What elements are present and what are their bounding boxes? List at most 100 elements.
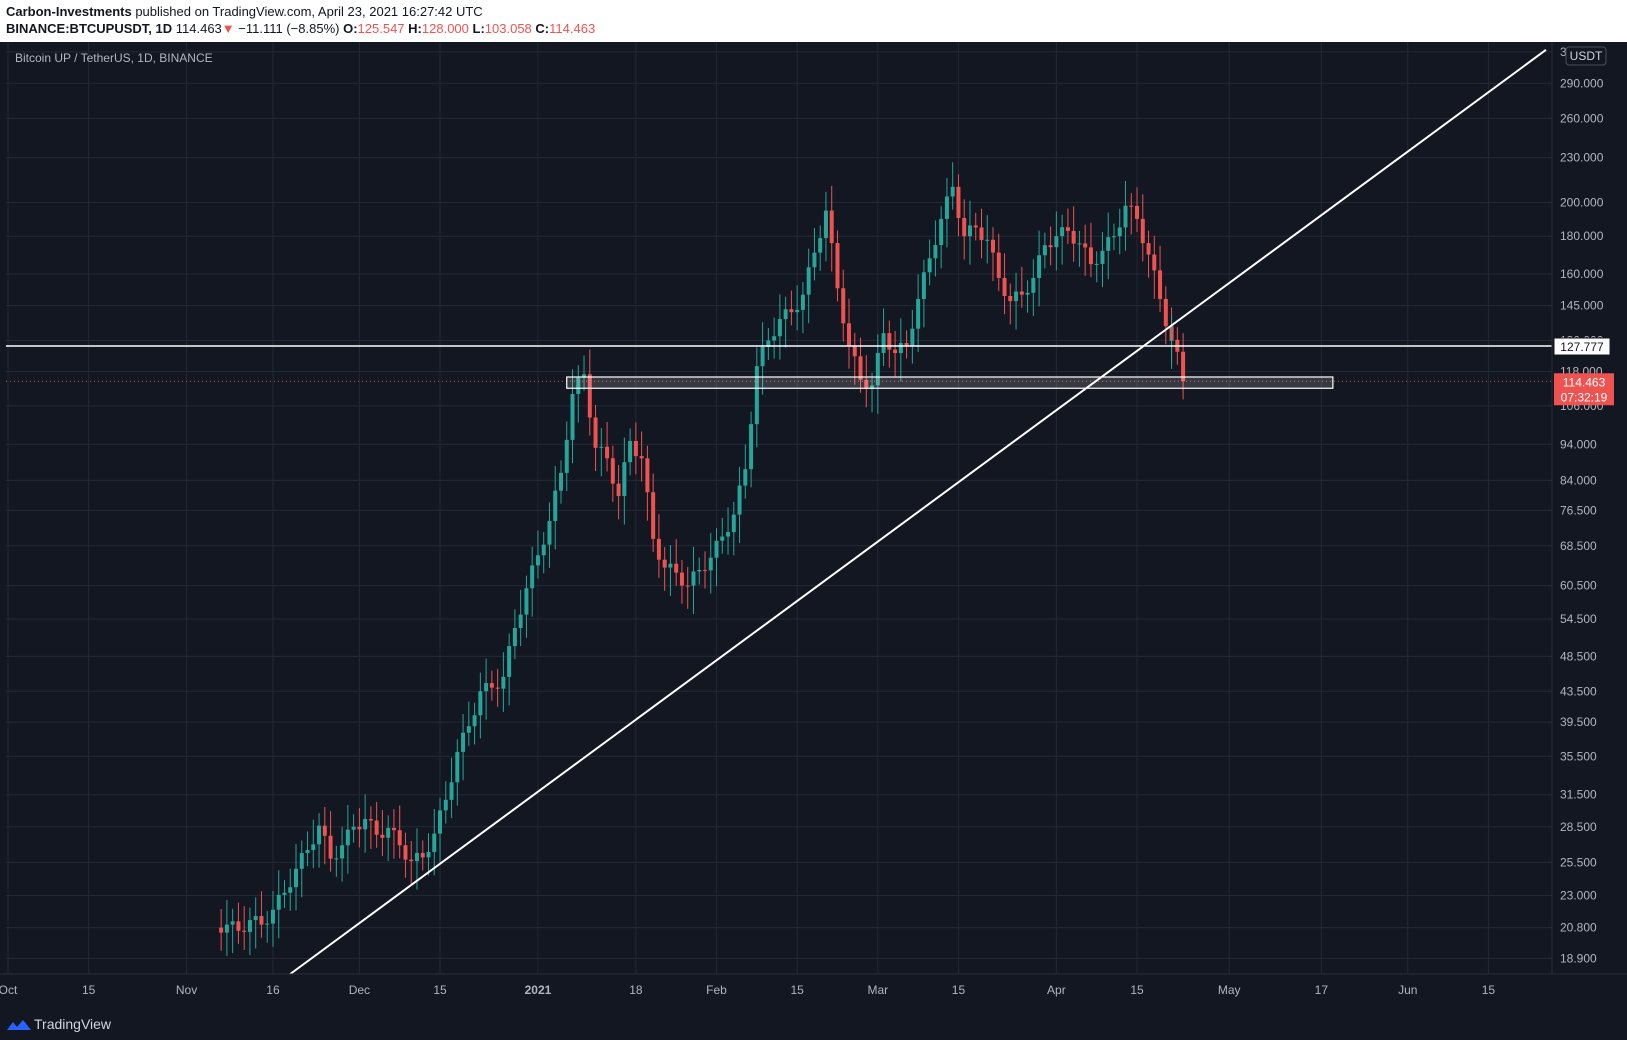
level-price-badge-label: 127.777 [1560,340,1604,354]
candle-body [633,440,638,457]
low-value: 103.058 [484,21,532,36]
x-tick-label: Dec [349,983,370,997]
candle-body [270,909,275,924]
candle-body [783,309,788,320]
candle-body [305,850,310,854]
candle-body [368,818,373,821]
candle-body [1065,227,1070,231]
candle-body [979,227,984,241]
candle-body [484,683,489,692]
chart-background [0,42,1627,1010]
candle-body [391,827,396,831]
candle-body [582,374,587,378]
candle-body [743,469,748,486]
candle-body [985,239,990,241]
price-chart[interactable]: 18.900 20.800 23.000 25.500 28.500 31.500 35.5… [0,42,1627,1010]
candle-body [967,225,972,237]
candle-body [616,483,621,497]
x-tick-label: 18 [629,983,643,997]
high-value: 128.000 [421,21,469,36]
candle-body [835,243,840,289]
candle-body [449,782,454,800]
candle-body [1117,227,1122,237]
x-tick-label: Apr [1047,983,1066,997]
candle-body [294,868,299,888]
y-tick-label: 68.500 [1560,539,1597,553]
currency-badge[interactable]: USDT [1565,46,1607,66]
down-arrow-icon: ▼ [221,21,235,36]
y-tick-label: 94.000 [1560,437,1597,451]
candle-body [420,852,425,858]
y-tick-label: 28.500 [1560,820,1597,834]
candle-body [265,923,270,925]
candle-body [852,345,857,357]
candle-body [311,844,316,851]
candle-body [1140,218,1145,244]
candle-body [501,676,506,689]
candle-body [547,521,552,545]
currency-badge-label: USDT [1570,49,1603,63]
time-axis[interactable]: Oct 15 Nov 16 Dec 15 2021 18 Feb 15 Mar 15 Apr 15 May 1… [0,983,1495,997]
candle-body [1088,247,1093,265]
x-tick-label: Oct [0,983,18,997]
candle-body [772,336,777,341]
candle-body [749,424,754,470]
candle-body [1129,205,1134,207]
countdown-label: 07:32:19 [1561,390,1608,404]
y-tick-label: 76.500 [1560,503,1597,517]
candle-body [921,272,926,299]
candle-body [679,572,684,586]
x-tick-label: May [1218,983,1241,997]
candle-body [535,555,540,566]
candle-body [1077,243,1082,245]
candle-body [587,374,592,418]
candle-body [345,829,350,846]
candle-body [340,845,345,859]
candle-body [334,858,339,860]
candle-body [685,585,690,587]
candle-body [1048,245,1053,248]
price-axis[interactable]: 18.900 20.800 23.000 25.500 28.500 31.500 35.5… [1560,45,1604,966]
publish-line: Carbon-Investments published on TradingV… [6,4,483,19]
candle-body [708,557,713,571]
candle-body [489,683,494,688]
candle-body [956,186,961,218]
candle-body [443,799,448,811]
candle-body [1100,250,1105,264]
y-tick-label: 290.000 [1560,76,1604,90]
candle-body [455,751,460,783]
candle-body [524,588,529,615]
candle-body [414,852,419,862]
tradingview-logo-icon[interactable] [6,1017,32,1033]
candle-body [495,687,500,689]
x-tick-label: Mar [867,983,888,997]
drawings[interactable] [6,49,1552,975]
y-tick-label: 43.500 [1560,684,1597,698]
chart-title: Bitcoin UP / TetherUS, 1D, BINANCE [15,51,213,65]
candle-body [1146,243,1151,255]
footer-brand[interactable]: TradingView [34,1016,112,1032]
y-tick-label: 39.500 [1560,715,1597,729]
candle-body [1008,296,1013,302]
candle-body [823,210,828,239]
candle-body [933,245,938,259]
candle-body [1054,236,1059,248]
candle-body [507,646,512,677]
open-label: O: [343,21,358,36]
candle-body [1123,205,1128,228]
y-tick-label: 145.000 [1560,298,1604,312]
publisher-name[interactable]: Carbon-Investments [6,4,132,19]
candle-body [317,825,322,845]
x-tick-label: Nov [176,983,197,997]
x-tick-label: 16 [266,983,280,997]
candle-body [564,439,569,473]
candle-body [674,563,679,573]
candle-body [351,826,356,830]
candle-body [887,333,892,350]
candle-body [530,565,535,589]
candle-body [558,472,563,491]
y-tick-label: 180.000 [1560,229,1604,243]
low-label: L: [472,21,485,36]
candle-body [282,892,287,895]
close-value: 114.463 [549,21,596,36]
